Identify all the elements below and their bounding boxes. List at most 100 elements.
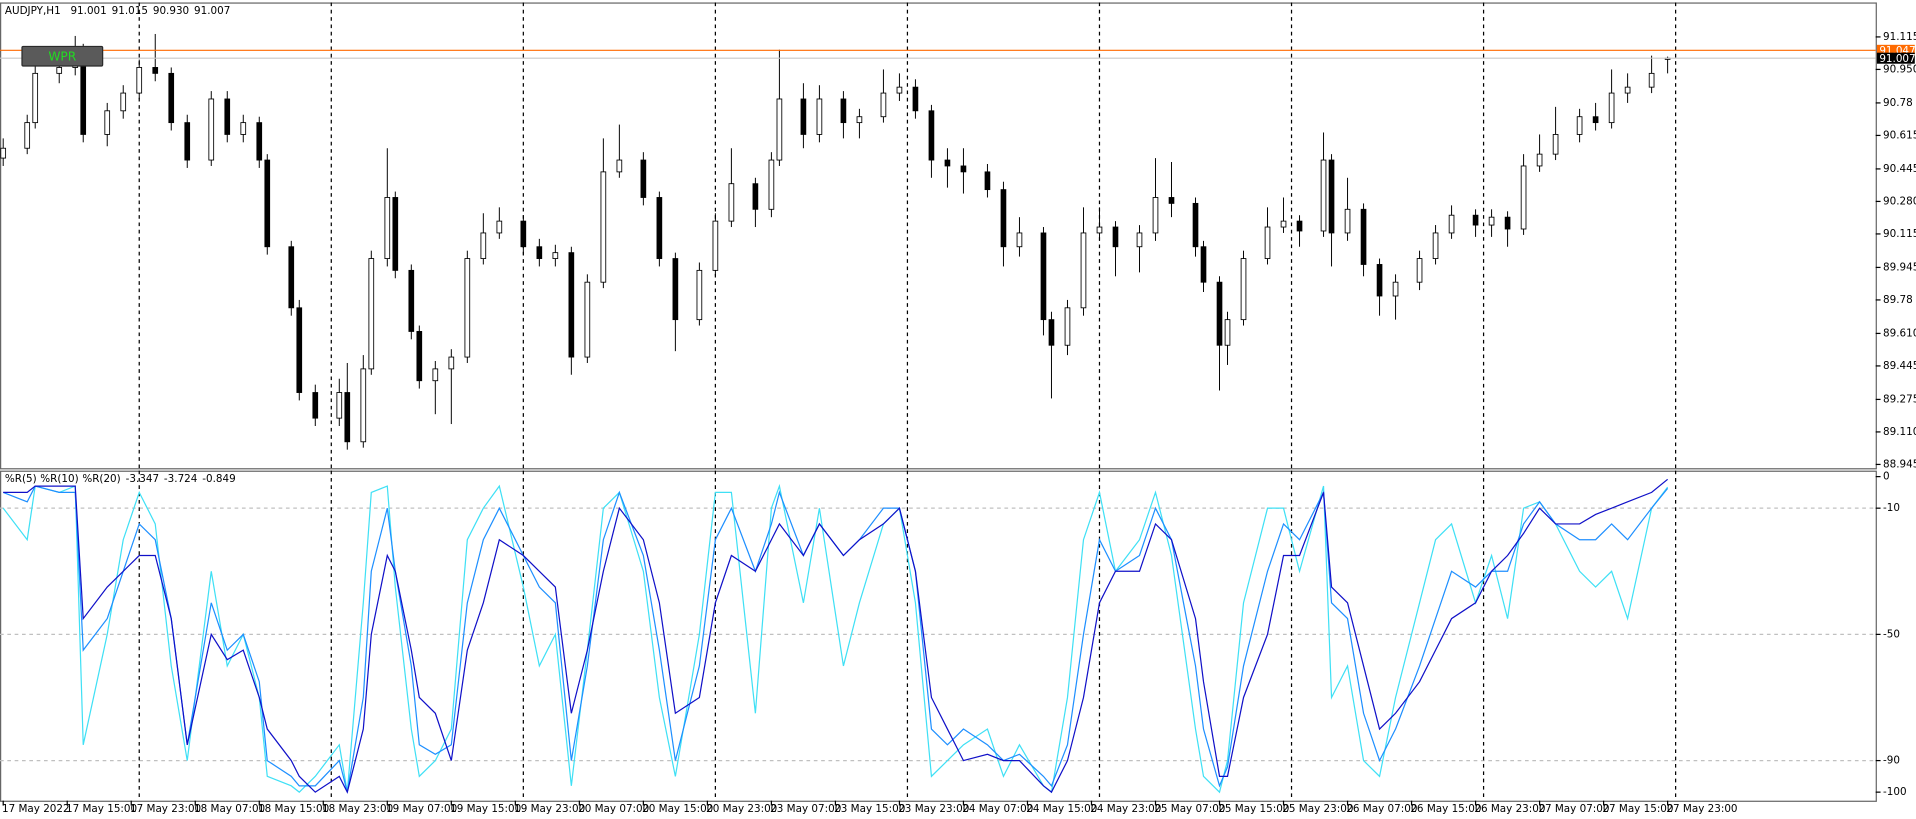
candle-body xyxy=(496,220,503,234)
candle-body xyxy=(368,258,375,370)
candle-body xyxy=(1112,226,1119,248)
candle-body xyxy=(752,183,759,210)
candle-body xyxy=(24,122,31,149)
candle-body xyxy=(432,368,439,382)
candle-body xyxy=(104,110,111,135)
price-box xyxy=(1876,44,1915,56)
candle-body xyxy=(672,258,679,321)
x-tick-label: 23 May 15:00 xyxy=(834,803,905,815)
x-tick-label: 26 May 15:00 xyxy=(1410,803,1481,815)
x-tick-label: 27 May 15:00 xyxy=(1602,803,1673,815)
candle-body xyxy=(1328,159,1335,234)
candle-body xyxy=(1168,197,1175,204)
candle-body xyxy=(1000,189,1007,248)
candle-body xyxy=(960,165,967,173)
x-tick-label: 17 May 23:00 xyxy=(130,803,201,815)
indicator-legend: %R(5) %R(10) %R(20) -3.347 -3.724 -0.849 xyxy=(5,473,236,485)
candle-body xyxy=(1152,197,1159,234)
candle-body xyxy=(552,252,559,259)
y-tick-label: 89.110 xyxy=(1883,426,1916,438)
candle-body xyxy=(1096,226,1103,234)
candle-body xyxy=(1608,92,1615,124)
candle-body xyxy=(416,331,423,382)
main-pane xyxy=(0,2,1877,470)
candle-body xyxy=(1048,319,1055,346)
y-tick-label: -50 xyxy=(1883,628,1900,640)
candle-body xyxy=(800,98,807,135)
candle-body xyxy=(1016,232,1023,248)
candle-body xyxy=(1520,165,1527,230)
candle-body xyxy=(568,252,575,358)
x-tick-label: 24 May 23:00 xyxy=(1090,803,1161,815)
candle-body xyxy=(136,67,143,94)
candle-body xyxy=(1360,208,1367,265)
x-tick-label: 17 May 2022 xyxy=(2,803,70,815)
candle-body xyxy=(0,147,7,159)
y-tick-label: 90.78 xyxy=(1883,97,1913,109)
candle-body xyxy=(208,98,215,161)
legend-name: %R(20) xyxy=(82,473,120,485)
candle-body xyxy=(584,281,591,358)
candle-body xyxy=(1504,216,1511,230)
price-box xyxy=(1876,52,1915,64)
candle-body xyxy=(1552,134,1559,155)
candle-body xyxy=(392,197,399,271)
candle-body xyxy=(768,159,775,210)
candle-body xyxy=(32,72,39,124)
ohlc-value: 91.007 xyxy=(194,5,230,17)
candle-body xyxy=(408,269,415,332)
candle-body xyxy=(640,159,647,198)
price-box-label: 91.007 xyxy=(1879,53,1915,65)
x-tick-label: 20 May 07:00 xyxy=(578,803,649,815)
candle-body xyxy=(1472,214,1479,226)
candle-body xyxy=(120,92,127,112)
wpr-button[interactable] xyxy=(21,45,104,67)
candle-body xyxy=(728,183,735,222)
candle-body xyxy=(1416,258,1423,283)
candle-body xyxy=(600,171,607,283)
x-tick-label: 19 May 15:00 xyxy=(450,803,521,815)
candle-body xyxy=(1264,226,1271,259)
candle-body xyxy=(1432,232,1439,259)
legend-value: -3.347 xyxy=(126,473,159,485)
candle-body xyxy=(1224,319,1231,346)
y-tick-label: 90.280 xyxy=(1883,195,1916,207)
y-tick-label: 91.115 xyxy=(1883,31,1916,43)
candle-body xyxy=(360,368,367,443)
candle-body xyxy=(384,197,391,259)
y-tick-label: 89.445 xyxy=(1883,360,1916,372)
x-tick-label: 18 May 15:00 xyxy=(258,803,329,815)
x-tick-label: 27 May 23:00 xyxy=(1666,803,1737,815)
symbol: AUDJPY,H1 xyxy=(5,5,61,17)
y-tick-label: 88.945 xyxy=(1883,458,1916,470)
x-tick-label: 26 May 23:00 xyxy=(1474,803,1545,815)
ohlc-value: 90.930 xyxy=(153,5,189,17)
x-tick-label: 25 May 23:00 xyxy=(1282,803,1353,815)
candle-body xyxy=(448,356,455,370)
legend-value: -3.724 xyxy=(164,473,198,485)
x-tick-label: 25 May 07:00 xyxy=(1154,803,1225,815)
candle-body xyxy=(312,392,319,419)
y-tick-label: 90.950 xyxy=(1883,63,1916,75)
candle-body xyxy=(1648,72,1655,88)
wpr-button-label[interactable]: WPR xyxy=(48,49,76,63)
candle-body xyxy=(536,246,543,259)
y-tick-label: 89.78 xyxy=(1883,294,1913,306)
y-tick-label: 89.945 xyxy=(1883,261,1916,273)
candle-body xyxy=(240,122,247,135)
symbol-header: AUDJPY,H1 91.001 91.015 90.930 91.007 xyxy=(5,5,230,17)
x-tick-label: 27 May 07:00 xyxy=(1538,803,1609,815)
y-tick-label: 90.615 xyxy=(1883,129,1916,141)
candle-body xyxy=(656,197,663,259)
x-tick-label: 17 May 15:00 xyxy=(66,803,137,815)
candle-body xyxy=(1624,86,1631,94)
legend-name: %R(5) xyxy=(5,473,37,485)
candle-body xyxy=(480,232,487,259)
candle-body xyxy=(912,86,919,112)
x-tick-label: 20 May 15:00 xyxy=(642,803,713,815)
candle-body xyxy=(712,220,719,271)
x-tick-label: 18 May 07:00 xyxy=(194,803,265,815)
candle-body xyxy=(1216,281,1223,346)
